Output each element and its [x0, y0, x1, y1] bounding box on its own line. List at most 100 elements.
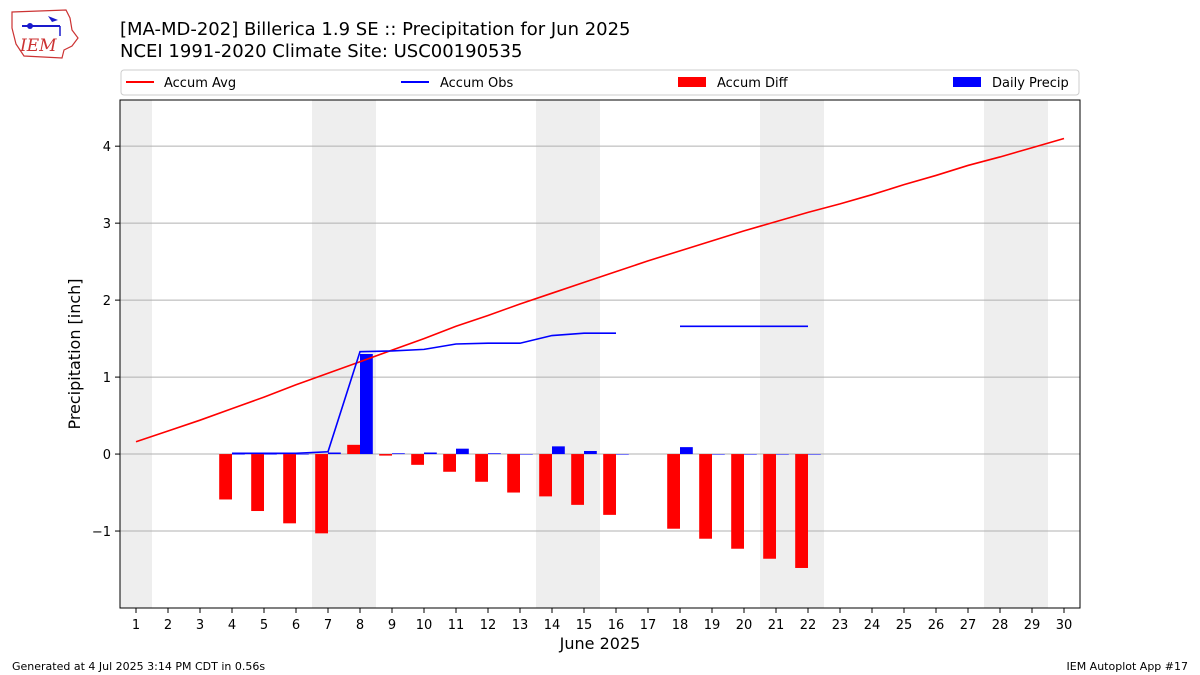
- logo-text: IEM: [19, 36, 57, 56]
- daily-precip-bar-day-12: [488, 453, 501, 455]
- x-tick-label: 28: [992, 618, 1009, 633]
- x-tick-label: 8: [356, 618, 364, 633]
- x-axis-label: June 2025: [559, 634, 641, 653]
- accum-diff-bar-day-22: [795, 454, 808, 568]
- weekend-band-day-28: [984, 100, 1016, 608]
- x-tick-label: 20: [736, 618, 753, 633]
- legend-item-accum-diff: Accum Diff: [678, 76, 789, 91]
- x-tick-label: 14: [544, 618, 561, 633]
- weekend-band-day-1: [120, 100, 152, 608]
- daily-precip-bar-day-10: [424, 452, 437, 455]
- bars: [219, 354, 821, 568]
- legend-swatch-accum-diff: [678, 77, 706, 87]
- daily-precip-bar-day-7: [328, 452, 341, 455]
- daily-precip-bar-day-18: [680, 447, 693, 455]
- daily-precip-bar-day-11: [456, 448, 469, 455]
- accum-diff-bar-day-16: [603, 454, 616, 515]
- x-tick-label: 17: [640, 618, 657, 633]
- x-tick-label: 4: [228, 618, 236, 633]
- accum-diff-bar-day-21: [763, 454, 776, 559]
- legend-item-accum-obs: Accum Obs: [401, 76, 513, 91]
- accum-diff-bar-day-18: [667, 454, 680, 529]
- y-tick-label: 1: [103, 371, 111, 386]
- daily-precip-bar-day-9: [392, 453, 405, 455]
- accum-diff-bar-day-11: [443, 454, 456, 472]
- accum-diff-bar-day-10: [411, 454, 424, 465]
- accum-avg-line-segment-0: [135, 137, 1065, 443]
- x-tick-label: 26: [928, 618, 945, 633]
- daily-precip-bar-day-6: [296, 454, 309, 455]
- x-tick-label: 27: [960, 618, 977, 633]
- x-tick-label: 25: [896, 618, 913, 633]
- x-tick-label: 23: [832, 618, 849, 633]
- footer-app: IEM Autoplot App #17: [1067, 660, 1189, 673]
- x-tick-label: 21: [768, 618, 785, 633]
- accum-diff-bar-day-5: [251, 454, 264, 512]
- legend: Accum Avg Accum Obs Accum Diff Daily Pre…: [120, 69, 1080, 96]
- daily-precip-bar-day-16: [616, 454, 629, 455]
- daily-precip-bar-day-14: [552, 446, 565, 455]
- weekend-band-day-15: [568, 100, 600, 608]
- daily-precip-bar-day-20: [744, 454, 757, 455]
- y-tick-label: 0: [103, 448, 111, 463]
- legend-item-daily-precip: Daily Precip: [953, 76, 1069, 91]
- plot-frame: [119, 99, 1081, 609]
- accum-diff-bar-day-8: [347, 444, 360, 455]
- x-tick-label: 9: [388, 618, 396, 633]
- y-axis-label: Precipitation [inch]: [65, 278, 84, 429]
- daily-precip-bar-day-21: [776, 454, 789, 455]
- accum-diff-bar-day-7: [315, 454, 328, 534]
- legend-label-accum-diff: Accum Diff: [717, 76, 789, 91]
- weekend-band-day-14: [536, 100, 568, 608]
- x-tick-label: 2: [164, 618, 172, 633]
- x-tick-label: 3: [196, 618, 204, 633]
- daily-precip-bar-day-13: [520, 454, 533, 455]
- x-tick-label: 5: [260, 618, 268, 633]
- accum-diff-bar-day-14: [539, 454, 552, 497]
- chart-subtitle: NCEI 1991-2020 Climate Site: USC00190535: [120, 41, 522, 62]
- x-tick-label: 15: [576, 618, 593, 633]
- legend-item-accum-avg: Accum Avg: [126, 76, 236, 91]
- legend-label-daily-precip: Daily Precip: [992, 76, 1069, 91]
- daily-precip-bar-day-22: [808, 454, 821, 455]
- x-tick-label: 11: [448, 618, 465, 633]
- y-tick-label: −1: [92, 525, 111, 540]
- x-tick-label: 1: [132, 618, 140, 633]
- y-tick-label: 2: [103, 294, 111, 309]
- x-tick-label: 12: [480, 618, 497, 633]
- x-tick-label: 30: [1056, 618, 1073, 633]
- daily-precip-bar-day-5: [264, 454, 277, 455]
- accum-diff-bar-day-13: [507, 454, 520, 493]
- x-tick-label: 6: [292, 618, 300, 633]
- x-tick-label: 7: [324, 618, 332, 633]
- x-tick-label: 24: [864, 618, 881, 633]
- accum-diff-bar-day-20: [731, 454, 744, 549]
- y-tick-label: 4: [103, 140, 111, 155]
- y-tick-label: 3: [103, 217, 111, 232]
- daily-precip-bar-day-8: [360, 354, 373, 455]
- weekend-shading: [120, 100, 1048, 608]
- daily-precip-bar-day-15: [584, 450, 597, 455]
- legend-frame: [120, 69, 1080, 96]
- accum-diff-bar-day-12: [475, 454, 488, 482]
- accum-diff-bar-day-6: [283, 454, 296, 524]
- x-tick-label: 16: [608, 618, 625, 633]
- accum-diff-bar-day-4: [219, 454, 232, 500]
- x-tick-label: 13: [512, 618, 529, 633]
- daily-precip-bar-day-4: [232, 454, 245, 455]
- accum-obs-line-segment-0: [232, 332, 616, 455]
- weekend-band-day-29: [1016, 100, 1048, 608]
- accum-diff-bar-day-9: [379, 454, 392, 456]
- x-tick-label: 10: [416, 618, 433, 633]
- iem-logo: IEM: [11, 9, 79, 59]
- daily-precip-bar-day-19: [712, 454, 725, 455]
- chart-title: [MA-MD-202] Billerica 1.9 SE :: Precipit…: [120, 19, 631, 40]
- lines: [135, 137, 1065, 455]
- x-tick-label: 19: [704, 618, 721, 633]
- x-tick-label: 22: [800, 618, 817, 633]
- accum-diff-bar-day-19: [699, 454, 712, 539]
- legend-label-accum-obs: Accum Obs: [440, 76, 513, 91]
- legend-label-accum-avg: Accum Avg: [164, 76, 236, 91]
